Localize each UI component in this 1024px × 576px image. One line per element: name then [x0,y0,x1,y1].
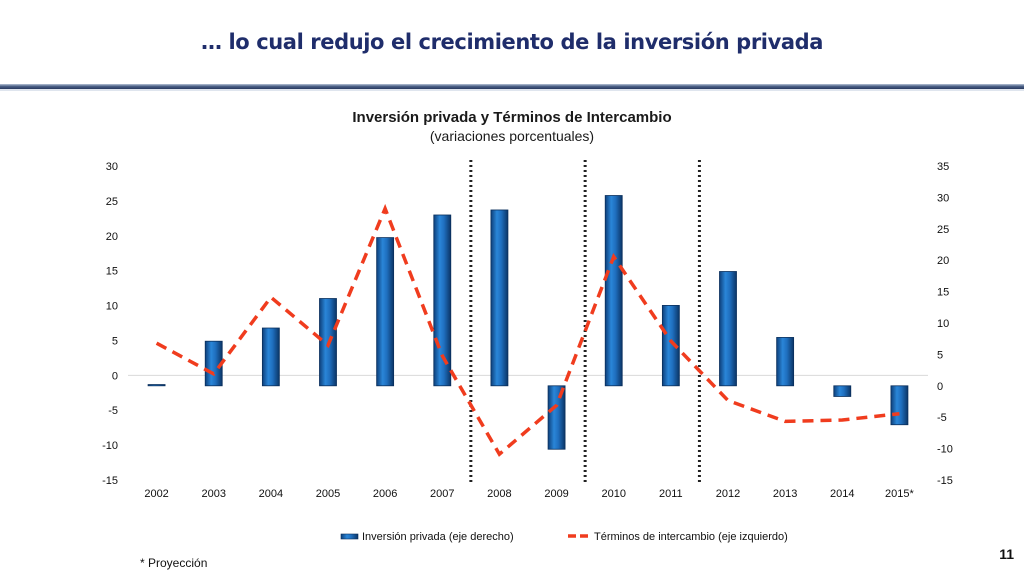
right-tick-label: -15 [937,475,953,487]
x-tick-label: 2011 [659,488,683,500]
bar-2010 [604,195,623,387]
page-number: 11 [999,546,1014,562]
right-tick-label: -5 [937,412,947,424]
right-tick-label: 15 [937,287,949,299]
x-tick-label: 2007 [430,488,454,500]
x-tick-label: 2004 [259,488,283,500]
right-tick-label: 0 [937,381,943,393]
left-tick-label: 10 [106,301,118,313]
x-tick-label: 2003 [201,488,225,500]
x-tick-label: 2009 [544,488,568,500]
right-tick-label: 10 [937,318,949,330]
slide-title: … lo cual redujo el crecimiento de la in… [200,30,824,54]
right-tick-label: 30 [937,192,949,204]
bar-2002 [147,384,166,387]
title-divider [0,84,1024,89]
left-tick-label: -5 [108,405,118,417]
chart-subtitle: (variaciones porcentuales) [429,128,595,144]
right-tick-label: 5 [937,349,943,361]
right-tick-label: 20 [937,255,949,267]
terms-of-trade-line [155,203,900,457]
bar-2009 [547,385,566,450]
left-tick-label: -10 [102,440,118,452]
footnote: * Proyección [140,556,208,570]
left-tick-label: 5 [112,335,118,347]
bar-2004 [261,327,280,387]
bar-2012 [719,271,737,387]
legend-swatch-investment [340,533,359,540]
right-tick-label: 35 [937,161,949,173]
bar-2008 [490,209,509,387]
x-tick-label: 2006 [373,488,397,500]
right-tick-label: 25 [937,224,949,236]
x-tick-label: 2014 [830,488,854,500]
x-tick-label: 2013 [773,488,797,500]
legend-label-investment: Inversión privada (eje derecho) [362,531,514,543]
left-tick-label: 0 [112,370,118,382]
chart-title: Inversión privada y Términos de Intercam… [352,109,672,126]
right-tick-label: -10 [937,444,953,456]
bar-2011 [661,305,680,387]
x-tick-label: 2008 [487,488,511,500]
bar-2015* [890,385,909,426]
left-tick-label: -15 [102,475,118,487]
x-tick-label: 2002 [144,488,168,500]
x-tick-label: 2005 [316,488,340,500]
bar-2007 [433,214,452,387]
left-tick-label: 15 [106,266,118,278]
legend-label-terms: Términos de intercambio (eje izquierdo) [594,531,788,543]
x-tick-label: 2015* [885,488,914,500]
left-tick-label: 25 [106,196,118,208]
bar-2014 [833,385,852,397]
title-divider-shadow [0,89,1024,91]
x-tick-label: 2010 [601,488,625,500]
x-tick-label: 2012 [716,488,740,500]
bar-2013 [776,337,795,387]
bar-2006 [376,237,395,387]
left-tick-label: 30 [106,161,118,173]
left-tick-label: 20 [106,231,118,243]
